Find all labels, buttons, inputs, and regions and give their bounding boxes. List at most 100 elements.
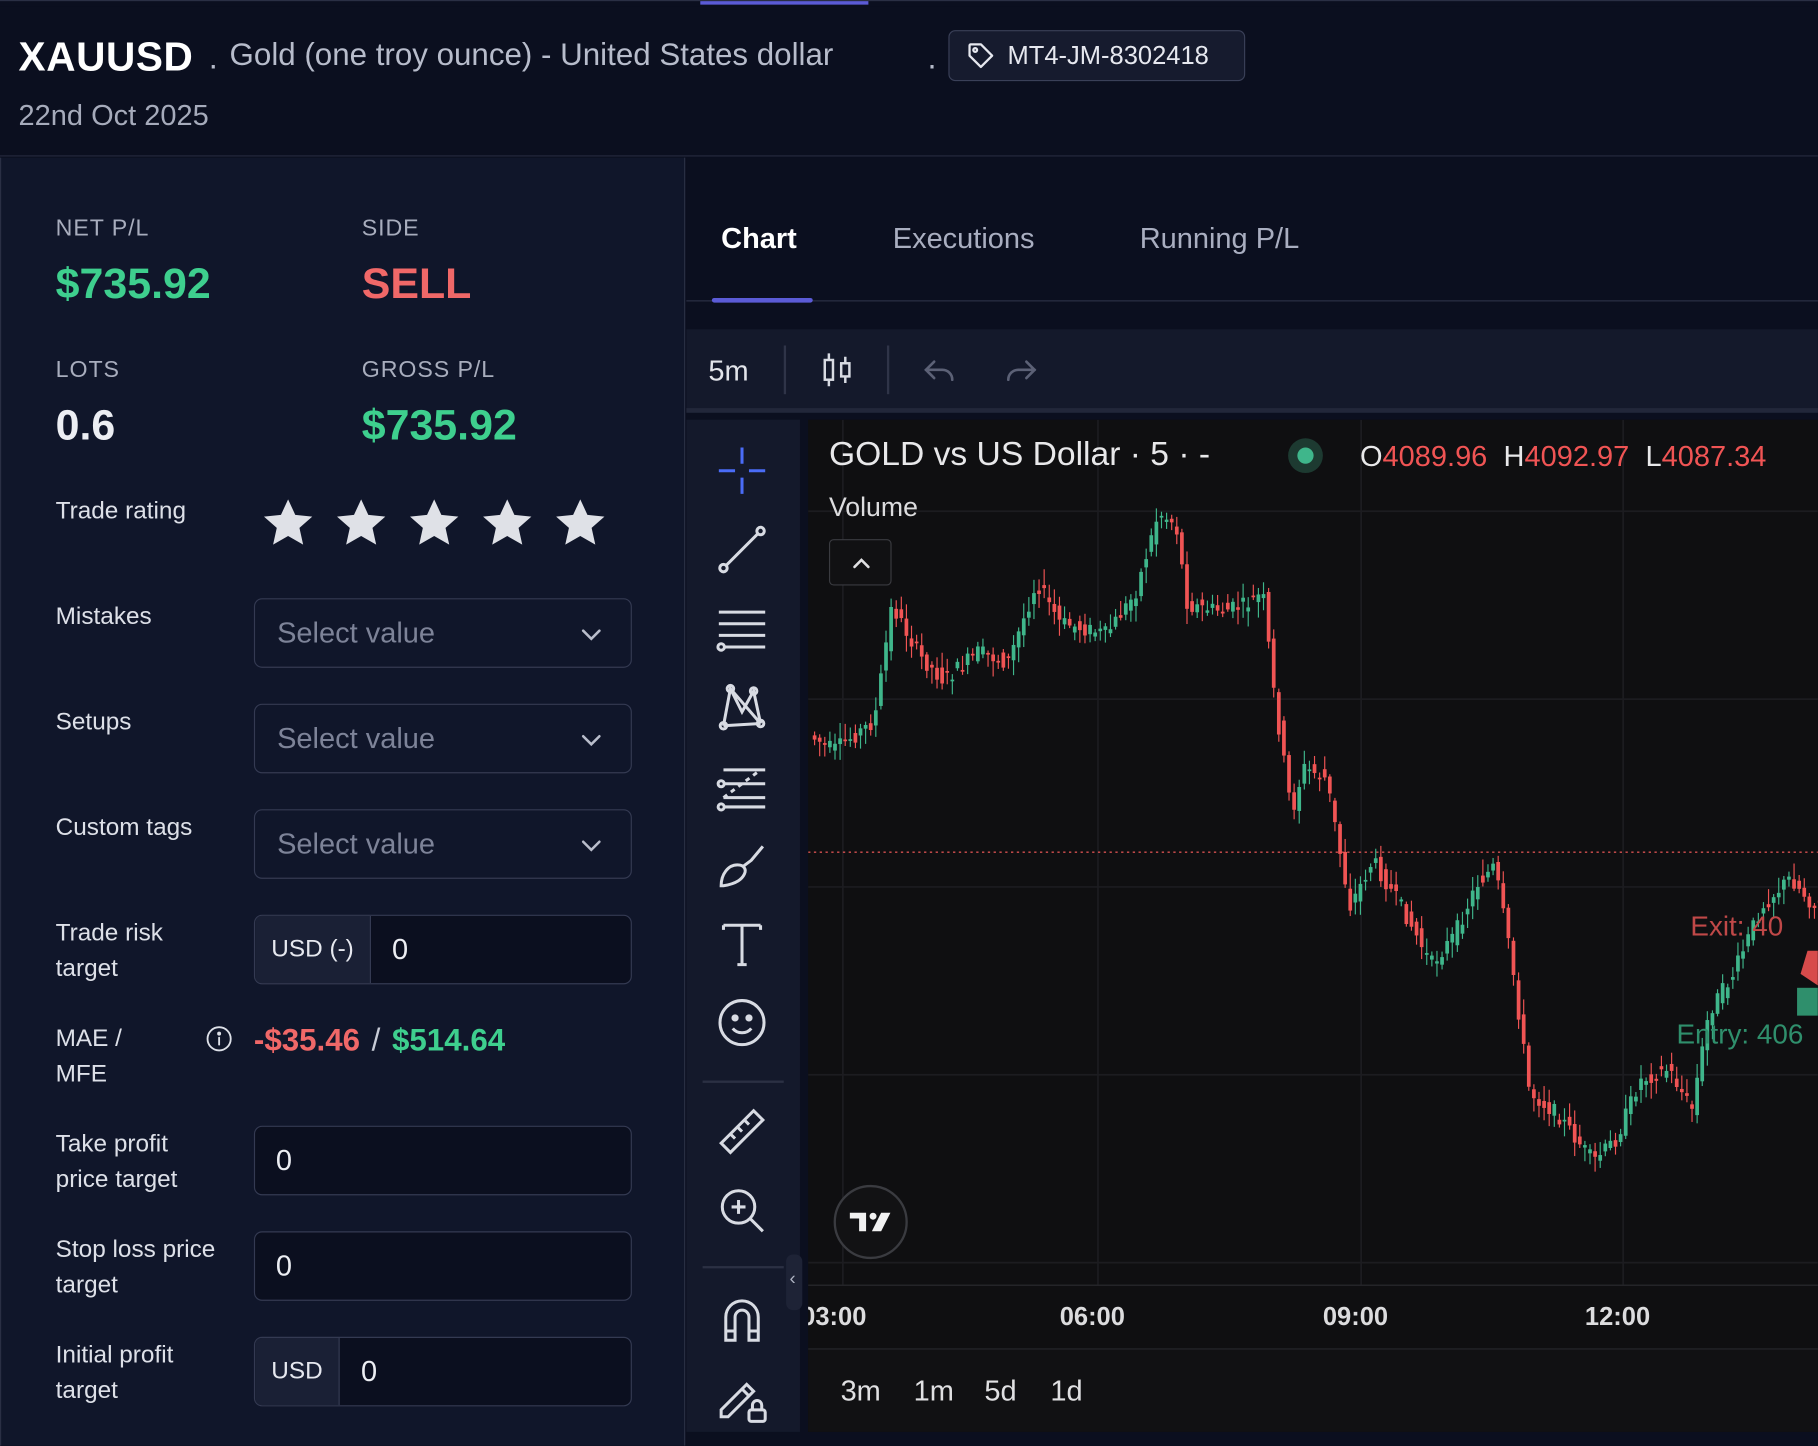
interval-selector[interactable]: 5m <box>708 354 749 388</box>
tab-running-pl[interactable]: Running P/L <box>1139 222 1300 256</box>
candles <box>812 508 1818 1172</box>
tradingview-logo[interactable] <box>833 1184 908 1260</box>
gross-pl-label: GROSS P/L <box>361 357 496 383</box>
fib-icon[interactable] <box>714 758 770 814</box>
star-icon[interactable] <box>478 494 537 553</box>
candle-body <box>1118 615 1123 618</box>
candlestick-icon[interactable] <box>817 350 856 389</box>
range-1d[interactable]: 1d <box>1050 1375 1083 1408</box>
star-icon[interactable] <box>332 494 391 553</box>
collapse-toolbar-handle[interactable]: ‹ <box>786 1254 803 1311</box>
initial-profit-field[interactable]: USD 0 <box>253 1336 632 1407</box>
candle-body <box>1047 597 1052 603</box>
candle-body <box>1470 890 1475 907</box>
take-profit-field[interactable]: 0 <box>253 1125 632 1196</box>
volume-label: Volume <box>828 491 918 522</box>
setups-select[interactable]: Select value <box>253 703 632 774</box>
initial-profit-prefix: USD <box>255 1337 341 1406</box>
range-3m[interactable]: 3m <box>840 1375 881 1408</box>
range-5d[interactable]: 5d <box>984 1375 1017 1408</box>
mistakes-select[interactable]: Select value <box>253 598 632 668</box>
candle-body <box>1322 769 1327 778</box>
trade-risk-field[interactable]: USD (-) 0 <box>253 914 632 985</box>
candle-body <box>1200 599 1205 606</box>
trade-rating-stars[interactable] <box>259 494 610 553</box>
info-icon[interactable] <box>205 1025 233 1053</box>
candle-body <box>1006 656 1011 659</box>
candle-body <box>1424 953 1429 955</box>
range-1m[interactable]: 1m <box>913 1375 954 1408</box>
candle-body <box>955 661 960 669</box>
candle-body <box>1016 631 1021 648</box>
lock-drawing-icon[interactable] <box>714 1370 770 1426</box>
title-separator: . <box>208 39 218 76</box>
candle-body <box>1486 871 1490 878</box>
candle-body <box>1011 644 1016 661</box>
magnet-icon[interactable] <box>714 1292 770 1348</box>
tab-executions[interactable]: Executions <box>892 222 1035 256</box>
mae-mfe-label: MAE / MFE <box>55 1024 122 1088</box>
mae-separator: / <box>371 1022 381 1058</box>
candle-body <box>1348 888 1353 911</box>
candle-body <box>970 653 975 656</box>
trend-line-icon[interactable] <box>714 522 770 578</box>
candle-body <box>1042 585 1047 589</box>
trade-risk-prefix: USD (-) <box>255 915 372 984</box>
candle-body <box>1225 602 1230 610</box>
candle-body <box>1266 591 1271 642</box>
candle-body <box>1455 920 1460 946</box>
ruler-icon[interactable] <box>714 1104 770 1160</box>
candle-body <box>1246 607 1251 612</box>
candle-body <box>1481 875 1485 883</box>
horizontal-lines-icon[interactable] <box>714 601 770 657</box>
candle-body <box>1781 879 1786 890</box>
candle-body <box>1123 603 1128 615</box>
candle-body <box>1807 896 1812 908</box>
candle-body <box>1282 720 1286 756</box>
candle-body <box>1598 1155 1603 1161</box>
custom-tags-placeholder: Select value <box>277 827 436 860</box>
undo-icon[interactable] <box>919 350 958 389</box>
candle-body <box>838 738 842 745</box>
candle-body <box>1368 867 1373 873</box>
zoom-in-icon[interactable] <box>714 1183 770 1239</box>
candle-body <box>889 607 893 652</box>
emoji-icon[interactable] <box>714 995 770 1051</box>
candle-body <box>1037 590 1041 595</box>
brush-icon[interactable] <box>714 837 770 893</box>
star-icon[interactable] <box>259 494 318 553</box>
tab-chart[interactable]: Chart <box>721 222 797 256</box>
candle-body <box>1256 594 1261 603</box>
candle-body <box>1506 907 1511 939</box>
trade-header: XAUUSD . Gold (one troy ounce) - United … <box>0 6 1818 157</box>
candle-body <box>1634 1096 1638 1102</box>
text-icon[interactable] <box>714 916 770 972</box>
candle-body <box>1241 597 1245 602</box>
gross-pl-value: $735.92 <box>361 401 517 449</box>
account-tag[interactable]: MT4-JM-8302418 <box>948 30 1246 82</box>
candle-body <box>1756 921 1761 924</box>
candle-body <box>1797 880 1802 889</box>
candlestick-plot <box>808 419 1818 1285</box>
pattern-icon[interactable] <box>714 679 770 735</box>
candle-body <box>1399 899 1404 902</box>
candle-body <box>1435 961 1439 964</box>
candle-body <box>863 725 868 729</box>
time-tick: 09:00 <box>1322 1302 1389 1331</box>
top-accent <box>700 1 869 5</box>
candle-body <box>1501 883 1506 909</box>
star-icon[interactable] <box>551 494 610 553</box>
entry-marker <box>1797 987 1818 1016</box>
candle-body <box>935 667 939 680</box>
star-icon[interactable] <box>405 494 464 553</box>
stop-loss-field[interactable]: 0 <box>253 1231 632 1301</box>
volume-collapse-button[interactable] <box>828 539 892 586</box>
custom-tags-select[interactable]: Select value <box>253 809 632 879</box>
time-tick: 03:00 <box>808 1302 867 1331</box>
crosshair-icon[interactable] <box>714 443 770 499</box>
price-chart[interactable]: GOLD vs US Dollar · 5 · - O4089.96 H4092.… <box>808 419 1818 1432</box>
candle-body <box>930 664 934 668</box>
redo-icon[interactable] <box>1002 350 1041 389</box>
candle-body <box>1129 599 1133 611</box>
candle-body <box>1159 515 1164 518</box>
